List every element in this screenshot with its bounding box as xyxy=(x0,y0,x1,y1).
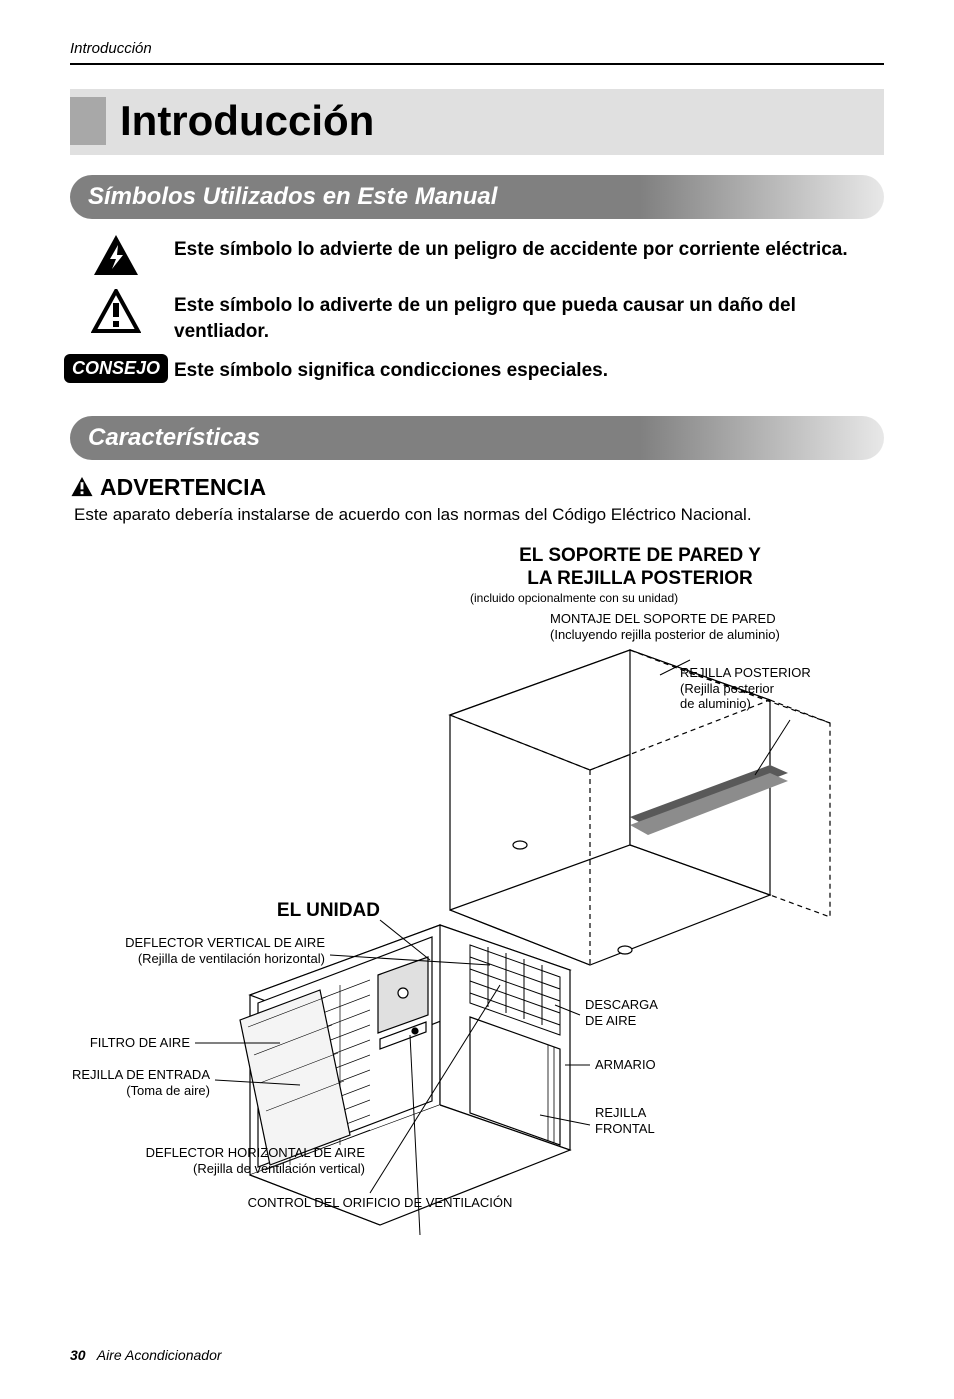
label-air-filter: FILTRO DE AIRE xyxy=(70,1035,190,1051)
running-header: Introducción xyxy=(70,40,884,65)
page-footer: 30 Aire Acondicionador xyxy=(70,1347,222,1363)
label-horiz-deflector: DEFLECTOR HORIZONTAL DE AIRE (Rejilla de… xyxy=(110,1145,365,1176)
footer-text: Aire Acondicionador xyxy=(97,1347,222,1363)
symbol-text: Este símbolo lo adiverte de un peligro q… xyxy=(174,289,884,344)
consejo-badge-label: CONSEJO xyxy=(64,354,168,383)
text: (Rejilla de ventilación vertical) xyxy=(193,1161,365,1176)
symbol-row: Este símbolo lo advierte de un peligro d… xyxy=(70,233,884,279)
page-title: Introducción xyxy=(120,97,374,145)
label-rear-grille: REJILLA POSTERIOR (Rejilla posterior de … xyxy=(680,665,811,712)
warning-heading: ADVERTENCIA xyxy=(70,474,884,501)
label-vent-control: CONTROL DEL ORIFICIO DE VENTILACIÓN xyxy=(220,1195,540,1211)
title-accent-block xyxy=(70,97,106,145)
label-discharge: DESCARGA DE AIRE xyxy=(585,997,658,1028)
text: (Rejilla posterior xyxy=(680,681,774,696)
symbol-row: Este símbolo lo adiverte de un peligro q… xyxy=(70,289,884,344)
label-vert-deflector: DEFLECTOR VERTICAL DE AIRE (Rejilla de v… xyxy=(90,935,325,966)
warning-body: Este aparato debería instalarse de acuer… xyxy=(70,505,884,525)
product-diagram: EL SOPORTE DE PARED Y LA REJILLA POSTERI… xyxy=(70,545,884,1265)
text: DEFLECTOR VERTICAL DE AIRE xyxy=(125,935,325,950)
symbol-text: Este símbolo lo advierte de un peligro d… xyxy=(174,233,848,263)
text: REJILLA DE ENTRADA xyxy=(72,1067,210,1082)
text: (Incluyendo rejilla posterior de alumini… xyxy=(550,627,780,642)
label-unit-title: EL UNIDAD xyxy=(250,900,380,923)
text: (Toma de aire) xyxy=(126,1083,210,1098)
text: DESCARGA xyxy=(585,997,658,1012)
label-front-grille: REJILLA FRONTAL xyxy=(595,1105,655,1136)
page-number: 30 xyxy=(70,1347,86,1363)
text: REJILLA xyxy=(595,1105,646,1120)
text: (Rejilla de ventilación horizontal) xyxy=(138,951,325,966)
section-heading-features: Características xyxy=(70,416,884,460)
text: REJILLA POSTERIOR xyxy=(680,665,811,680)
page-title-band: Introducción xyxy=(70,89,884,155)
text: DEFLECTOR HORIZONTAL DE AIRE xyxy=(146,1145,365,1160)
symbol-row: CONSEJO Este símbolo significa condiccio… xyxy=(70,354,884,384)
label-mount: MONTAJE DEL SOPORTE DE PARED (Incluyendo… xyxy=(550,611,780,642)
excl-triangle-icon xyxy=(70,476,94,498)
excl-triangle-icon xyxy=(76,289,156,335)
text: de aluminio) xyxy=(680,696,751,711)
text: DE AIRE xyxy=(585,1013,636,1028)
bolt-triangle-icon xyxy=(76,233,156,279)
label-cabinet: ARMARIO xyxy=(595,1057,656,1073)
text: MONTAJE DEL SOPORTE DE PARED xyxy=(550,611,776,626)
section-heading-symbols: Símbolos Utilizados en Este Manual xyxy=(70,175,884,219)
consejo-badge-icon: CONSEJO xyxy=(76,354,156,383)
label-intake: REJILLA DE ENTRADA (Toma de aire) xyxy=(50,1067,210,1098)
warning-label: ADVERTENCIA xyxy=(100,474,266,501)
symbol-text: Este símbolo significa condicciones espe… xyxy=(174,354,608,384)
text: FRONTAL xyxy=(595,1121,655,1136)
